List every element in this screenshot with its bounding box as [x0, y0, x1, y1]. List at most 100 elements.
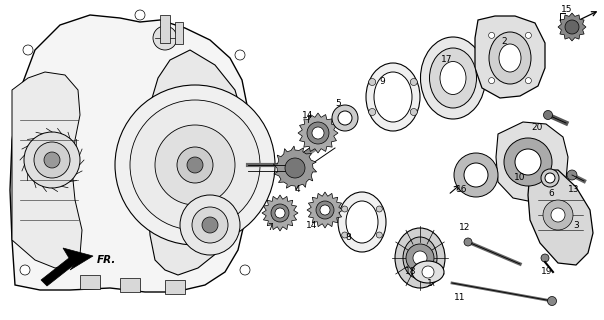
Circle shape [34, 142, 70, 178]
Circle shape [202, 217, 218, 233]
Circle shape [275, 208, 285, 218]
Text: 12: 12 [459, 223, 471, 233]
Ellipse shape [395, 228, 445, 288]
Text: 8: 8 [345, 234, 351, 243]
Circle shape [180, 195, 240, 255]
Circle shape [547, 297, 556, 306]
Circle shape [464, 238, 472, 246]
Circle shape [410, 78, 417, 85]
Polygon shape [41, 248, 93, 286]
Text: 5: 5 [335, 99, 341, 108]
Ellipse shape [499, 44, 521, 72]
Ellipse shape [366, 63, 420, 131]
Circle shape [489, 32, 495, 38]
Polygon shape [307, 192, 343, 228]
Text: 17: 17 [442, 55, 453, 65]
Ellipse shape [412, 261, 444, 283]
Circle shape [368, 108, 376, 116]
Circle shape [316, 201, 334, 219]
Ellipse shape [346, 201, 378, 243]
Circle shape [44, 152, 60, 168]
Ellipse shape [489, 32, 531, 84]
Polygon shape [274, 146, 316, 190]
Circle shape [235, 50, 245, 60]
Circle shape [489, 78, 495, 84]
Circle shape [565, 20, 579, 34]
Text: 13: 13 [568, 186, 580, 195]
Circle shape [155, 125, 235, 205]
Circle shape [551, 208, 565, 222]
Circle shape [454, 153, 498, 197]
Circle shape [525, 32, 532, 38]
Polygon shape [528, 170, 593, 265]
Circle shape [525, 78, 532, 84]
Text: 16: 16 [456, 186, 467, 195]
Circle shape [413, 251, 427, 265]
Circle shape [192, 207, 228, 243]
Text: 9: 9 [379, 76, 385, 85]
Text: 6: 6 [548, 188, 554, 197]
Circle shape [376, 232, 382, 238]
Circle shape [240, 265, 250, 275]
Circle shape [307, 122, 329, 144]
Polygon shape [262, 195, 298, 231]
Text: 15: 15 [561, 5, 573, 14]
Circle shape [504, 138, 552, 186]
Text: 2: 2 [501, 36, 507, 45]
Circle shape [23, 45, 33, 55]
Text: 1: 1 [427, 278, 433, 287]
Circle shape [376, 206, 382, 212]
Circle shape [368, 78, 376, 85]
Circle shape [342, 206, 348, 212]
Polygon shape [496, 122, 568, 202]
Circle shape [153, 26, 177, 50]
Circle shape [410, 108, 417, 116]
Ellipse shape [429, 48, 477, 108]
Text: 14: 14 [306, 221, 318, 230]
Bar [160, 15, 170, 43]
Polygon shape [10, 15, 250, 292]
Ellipse shape [338, 192, 386, 252]
Ellipse shape [403, 237, 437, 279]
Bar [120, 278, 140, 292]
Circle shape [312, 127, 324, 139]
Circle shape [567, 170, 577, 180]
Text: 7: 7 [267, 223, 273, 233]
Circle shape [187, 157, 203, 173]
Text: FR.: FR. [97, 255, 117, 265]
Text: 4: 4 [294, 186, 300, 195]
Circle shape [20, 265, 30, 275]
Circle shape [545, 173, 555, 183]
Circle shape [406, 244, 434, 272]
Polygon shape [558, 13, 586, 41]
Polygon shape [12, 72, 82, 268]
Text: 3: 3 [573, 220, 579, 229]
Text: 11: 11 [454, 292, 466, 301]
Text: 19: 19 [541, 268, 553, 276]
Text: 14: 14 [303, 110, 313, 119]
Bar [175, 22, 183, 44]
Circle shape [544, 110, 553, 119]
Circle shape [271, 204, 289, 222]
Circle shape [24, 132, 80, 188]
Bar [165, 280, 185, 294]
Circle shape [541, 169, 559, 187]
Circle shape [285, 158, 305, 178]
Circle shape [541, 254, 549, 262]
Circle shape [135, 10, 145, 20]
Circle shape [177, 147, 213, 183]
Polygon shape [475, 16, 545, 98]
Text: 10: 10 [514, 173, 525, 182]
Circle shape [422, 266, 434, 278]
Ellipse shape [420, 37, 486, 119]
Circle shape [332, 105, 358, 131]
Circle shape [320, 205, 330, 215]
Ellipse shape [440, 61, 466, 94]
Polygon shape [298, 113, 338, 153]
Circle shape [130, 100, 260, 230]
Text: 18: 18 [405, 268, 417, 276]
Circle shape [543, 200, 573, 230]
Circle shape [338, 111, 352, 125]
Circle shape [342, 232, 348, 238]
Circle shape [115, 85, 275, 245]
